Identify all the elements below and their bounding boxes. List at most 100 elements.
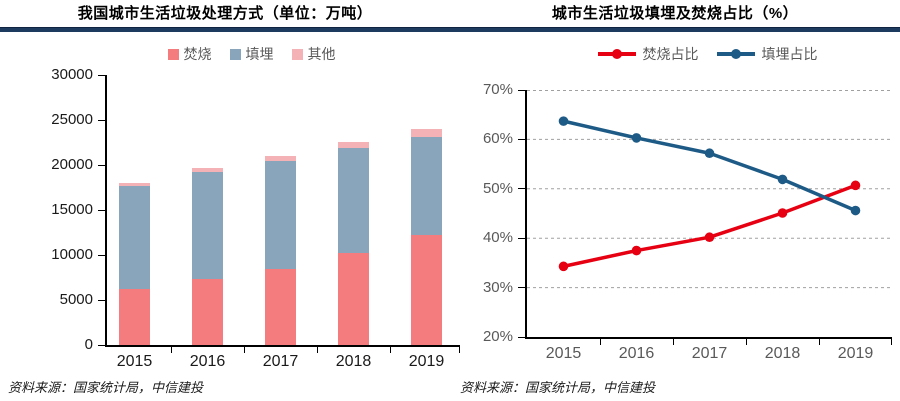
line-chart-source: 资料来源：国家统计局，中信建投	[460, 380, 656, 395]
x-axis-label: 2019	[408, 353, 445, 370]
y-axis-label: 20000	[51, 156, 93, 173]
y-axis-tick	[98, 119, 105, 121]
bar-chart-legend: 焚烧 填埋 其他	[75, 44, 428, 64]
y-axis-label: 5000	[59, 291, 93, 308]
bar-segment-其他	[411, 128, 442, 137]
line-chart-title: 城市生活垃圾填埋及焚烧占比（%）	[551, 5, 799, 22]
bar-segment-焚烧	[338, 253, 369, 345]
landfill-swatch-icon	[229, 48, 241, 60]
bar-segment-填埋	[265, 160, 296, 269]
data-point-焚烧占比	[850, 180, 861, 191]
data-point-焚烧占比	[631, 245, 642, 256]
y-axis-tick	[98, 209, 105, 211]
legend-label-other: 其他	[307, 46, 336, 62]
y-axis-tick	[518, 237, 525, 239]
x-axis-tick	[745, 339, 747, 345]
legend-item-landfill-share: 填埋占比	[716, 44, 818, 64]
bar-chart-title: 我国城市生活垃圾处理方式（单位：万吨）	[77, 5, 373, 22]
bar-chart-source: 资料来源：国家统计局，中信建投	[8, 380, 204, 395]
bar-segment-焚烧	[119, 289, 150, 345]
landfill-dot-icon	[730, 49, 741, 59]
x-axis-tick	[599, 339, 601, 345]
bar-segment-其他	[192, 167, 223, 172]
y-axis-label: 25000	[51, 111, 93, 128]
legend-item-incineration: 焚烧	[167, 44, 212, 64]
legend-item-landfill: 填埋	[229, 44, 274, 64]
bar-segment-填埋	[192, 171, 223, 279]
y-axis-label: 30%	[482, 278, 513, 296]
legend-label-incineration: 焚烧	[183, 46, 212, 62]
x-axis-label: 2019	[837, 345, 874, 362]
x-axis-label: 2018	[764, 345, 801, 362]
bar-segment-焚烧	[411, 235, 442, 345]
line-chart-svg	[527, 90, 892, 289]
y-axis-label: 70%	[482, 81, 513, 98]
incineration-swatch-icon	[167, 48, 179, 60]
x-axis-tick	[316, 347, 318, 353]
bar-segment-其他	[338, 141, 369, 148]
bar-segment-其他	[265, 155, 296, 161]
data-point-填埋占比	[631, 133, 642, 143]
y-axis-label: 50%	[482, 179, 513, 197]
line-series-焚烧占比	[561, 183, 858, 269]
x-axis-label: 2016	[189, 353, 226, 370]
stacked-bar	[265, 75, 296, 345]
x-axis-label: 2018	[335, 353, 372, 370]
x-axis-label: 2016	[618, 345, 655, 362]
line-series-填埋占比	[561, 119, 858, 213]
legend-item-incineration-share: 焚烧占比	[597, 44, 699, 64]
line-chart-plot-area: 2015 2016 2017 2018 2019	[518, 89, 892, 362]
data-point-填埋占比	[704, 148, 715, 159]
landfill-line-marker-icon	[716, 49, 755, 59]
y-axis-tick	[518, 138, 525, 140]
y-axis-tick	[98, 164, 105, 166]
data-point-填埋占比	[777, 174, 788, 185]
bar-segment-填埋	[411, 136, 442, 236]
y-axis-tick	[98, 344, 105, 346]
stacked-bar	[411, 75, 442, 345]
x-axis-tick	[818, 339, 820, 345]
y-axis-tick	[98, 299, 105, 301]
x-axis-tick	[459, 347, 460, 353]
data-point-填埋占比	[850, 205, 861, 216]
stacked-bar	[119, 75, 150, 345]
incineration-dot-icon	[611, 49, 622, 59]
x-axis-tick	[891, 339, 892, 345]
line-chart-panel: 2015 2016 2017 2018 2019 20% 30% 40% 50% 60% 70%	[450, 0, 900, 401]
y-axis-label: 15000	[51, 201, 93, 218]
data-point-焚烧占比	[704, 232, 715, 243]
data-point-焚烧占比	[558, 261, 569, 272]
legend-label-landfill-share: 填埋占比	[761, 46, 818, 62]
y-axis-label: 10000	[51, 246, 93, 263]
y-axis-label: 40%	[482, 229, 513, 247]
y-axis-tick	[518, 287, 525, 289]
stacked-bar	[338, 75, 369, 345]
x-axis-tick	[389, 347, 391, 353]
x-axis-label: 2015	[545, 345, 582, 362]
x-axis-tick	[672, 339, 674, 345]
legend-label-incineration-share: 焚烧占比	[642, 46, 699, 62]
y-axis-tick	[98, 74, 105, 76]
y-axis-tick	[518, 89, 525, 91]
line-chart-legend: 焚烧占比 填埋占比	[525, 44, 890, 64]
y-axis-label: 30000	[51, 66, 93, 83]
bar-segment-填埋	[338, 148, 369, 254]
y-axis-label: 0	[84, 336, 93, 353]
data-point-焚烧占比	[777, 208, 788, 218]
x-axis-tick	[243, 347, 245, 353]
bar-segment-焚烧	[192, 278, 223, 345]
x-axis-label: 2015	[116, 353, 153, 370]
legend-label-landfill: 填埋	[245, 46, 274, 62]
bar-segment-填埋	[119, 186, 150, 290]
y-axis-label: 60%	[482, 130, 513, 148]
bar-chart-panel: 2015 2016 2017 2018 2019 0 5000 10000 15000 2000…	[51, 66, 460, 370]
stacked-bar	[192, 75, 223, 345]
x-axis-label: 2017	[691, 345, 728, 362]
other-swatch-icon	[291, 48, 303, 60]
title-underline-rule	[0, 27, 900, 32]
y-axis-tick	[518, 188, 525, 190]
x-axis-tick	[170, 347, 172, 353]
legend-item-other: 其他	[291, 44, 336, 64]
y-axis-tick	[518, 336, 525, 338]
